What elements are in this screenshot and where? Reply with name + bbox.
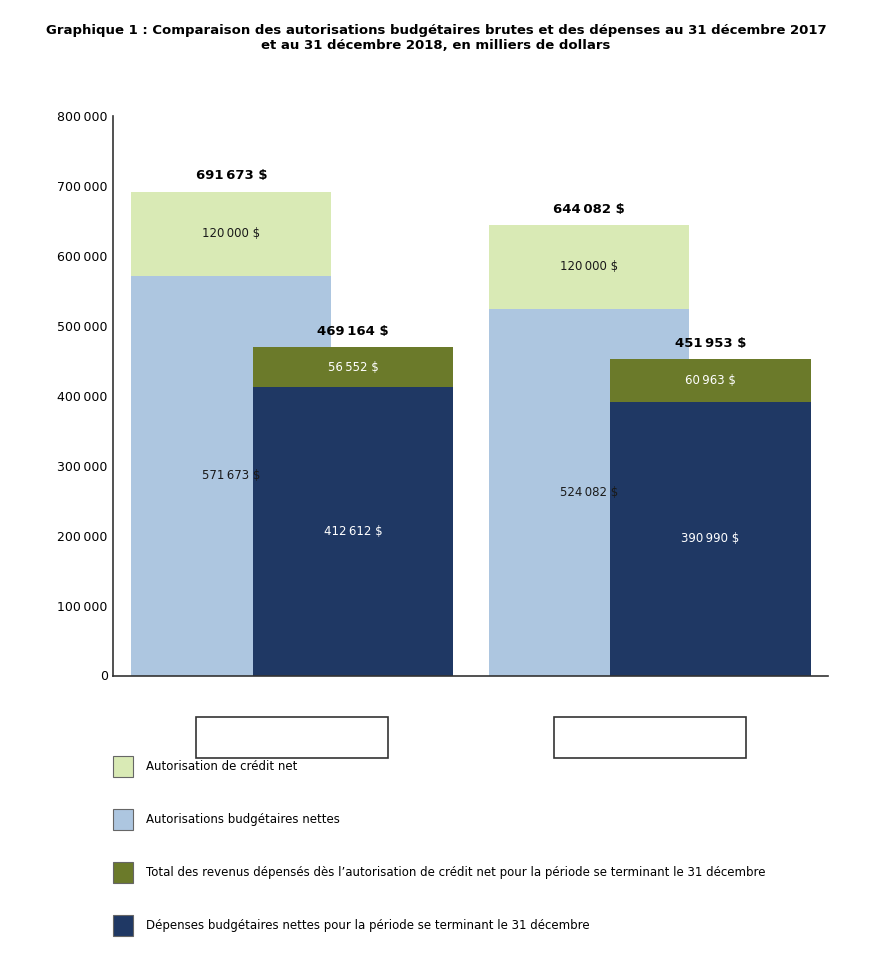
Text: 2018-2019: 2018-2019 [608, 731, 691, 744]
Text: 524 082 $: 524 082 $ [560, 485, 618, 499]
Text: Total des revenus dépensés dès l’autorisation de crédit net pour la période se t: Total des revenus dépensés dès l’autoris… [146, 866, 765, 879]
Text: 691 673 $: 691 673 $ [195, 170, 267, 182]
Text: 571 673 $: 571 673 $ [202, 469, 261, 482]
Text: 451 953 $: 451 953 $ [675, 337, 746, 350]
Text: 469 164 $: 469 164 $ [317, 325, 389, 338]
Bar [131, 192, 331, 276]
Text: Graphique 1 : Comparaison des autorisations budgétaires brutes et des dépenses a: Graphique 1 : Comparaison des autorisati… [45, 24, 827, 52]
Text: Autorisations budgétaires nettes: Autorisations budgétaires nettes [146, 813, 339, 826]
Text: 390 990 $: 390 990 $ [681, 533, 739, 545]
Text: 644 082 $: 644 082 $ [553, 203, 624, 216]
Bar [253, 347, 453, 387]
Text: 412 612 $: 412 612 $ [324, 525, 382, 538]
Bar [610, 359, 811, 402]
Bar [131, 276, 331, 676]
Text: 2017-2018: 2017-2018 [250, 731, 334, 744]
Text: Dépenses budgétaires nettes pour la période se terminant le 31 décembre: Dépenses budgétaires nettes pour la péri… [146, 919, 589, 932]
Bar [488, 225, 689, 309]
Text: Autorisation de crédit net: Autorisation de crédit net [146, 759, 297, 773]
Text: 120 000 $: 120 000 $ [202, 227, 261, 240]
Text: 60 963 $: 60 963 $ [685, 374, 736, 387]
Text: 120 000 $: 120 000 $ [560, 261, 618, 273]
Bar [610, 402, 811, 676]
Bar [253, 387, 453, 676]
Bar [488, 309, 689, 676]
Text: 56 552 $: 56 552 $ [328, 361, 378, 373]
